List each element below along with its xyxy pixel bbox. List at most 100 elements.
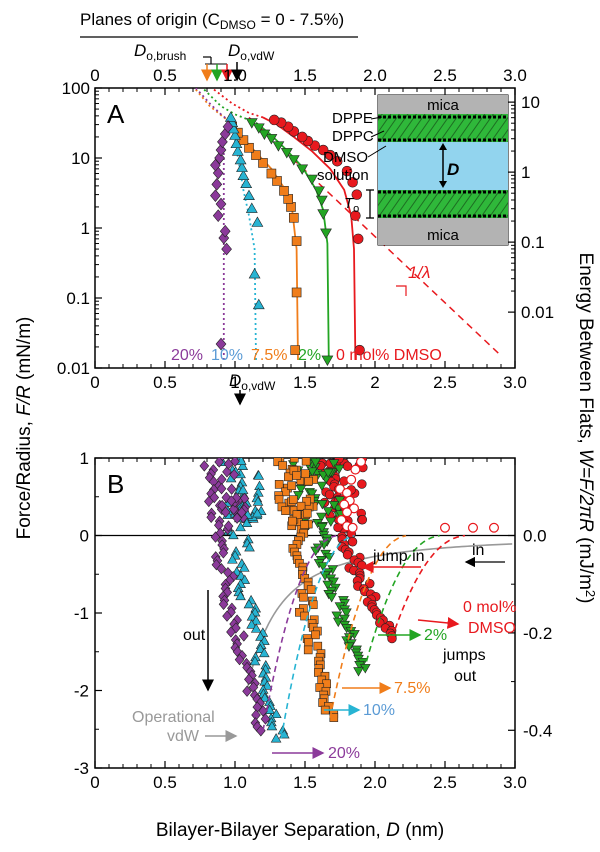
a-data-point [215, 197, 227, 211]
a-data-point [245, 118, 258, 129]
operational-label-b: vdW [167, 728, 200, 745]
b-x-tick-label: 2.5 [433, 773, 457, 792]
a-y-tick-label: 0.1 [66, 289, 90, 308]
b-data-point [341, 608, 352, 618]
b-data-point [324, 489, 335, 500]
a-data-point [290, 345, 301, 355]
a-series-3 [224, 111, 265, 361]
a-data-point [287, 155, 300, 166]
b-data-point [322, 468, 334, 479]
series-label-0: 0 mol% DMSO [336, 347, 442, 364]
a-data-point [347, 177, 358, 188]
b-data-point [342, 550, 353, 560]
b-data-point [216, 482, 227, 495]
a-x-tick-label: 0 [90, 373, 99, 392]
b-data-point [235, 590, 246, 601]
a-data-point [306, 174, 318, 186]
a-y-tick-label: 0.01 [57, 359, 90, 378]
svg-text:mica: mica [427, 97, 459, 114]
a-data-point [317, 144, 329, 156]
b-data-point [304, 476, 313, 486]
jumps-out-label-b: out [454, 668, 477, 685]
a-data-point [341, 165, 353, 177]
b-label-7-5: 7.5% [394, 680, 430, 697]
b-x-tick-label: 0.5 [153, 773, 177, 792]
b-data-point [307, 467, 318, 477]
b-label-0-b: DMSO [468, 620, 516, 637]
series-label-20: 20% [171, 347, 203, 364]
a-top-tick-label: 1.5 [293, 66, 317, 85]
b-data-point [226, 483, 237, 495]
b-data-point [328, 459, 340, 469]
b-data-point [239, 574, 251, 584]
b-data-point [242, 685, 252, 697]
a-data-point [252, 298, 265, 310]
b-data-point [292, 471, 301, 480]
a-y-tick-label: 100 [62, 79, 90, 98]
a-y-right-tick-label: 0.1 [521, 233, 545, 252]
a-data-point [210, 189, 221, 202]
b-x-tick-label: 1.5 [293, 773, 317, 792]
decay-triangle [396, 285, 407, 296]
b-data-point [231, 492, 242, 504]
a-data-point [331, 155, 343, 167]
a-data-point [313, 186, 325, 197]
b-data-point [289, 458, 299, 463]
b-data-point [281, 506, 290, 515]
a-data-point [279, 185, 289, 196]
b-approach-point [342, 507, 353, 518]
a-x-tick-label: 3.0 [503, 373, 527, 392]
out-label: out [183, 627, 206, 644]
a-data-point [272, 176, 282, 186]
b-data-point [353, 667, 364, 677]
a-top-tick-label: 1.0 [223, 66, 247, 85]
dppe-label: DPPE [332, 110, 373, 127]
b-data-point [232, 512, 242, 524]
b-data-point [333, 464, 345, 475]
b-data-point [222, 466, 232, 478]
b-data-point [223, 520, 234, 532]
b-data-point [316, 512, 327, 523]
b-data-point [322, 507, 334, 517]
b-data-point [239, 630, 249, 642]
a-data-point [229, 129, 241, 140]
a-data-point [234, 153, 247, 165]
b-data-point [306, 585, 316, 594]
b-label-10: 10% [363, 702, 395, 719]
b-data-point [235, 521, 246, 532]
a-data-point [251, 216, 264, 227]
b-approach-point [468, 522, 479, 533]
b-data-point [249, 655, 261, 666]
series-label-7-5: 7.5% [251, 347, 287, 364]
b-data-point [270, 733, 282, 743]
b-data-point [261, 680, 273, 690]
b-data-point [244, 542, 255, 552]
a-x-tick-label: 1 [230, 373, 239, 392]
a-data-point [288, 212, 299, 223]
dmso-label: DMSO [323, 149, 368, 166]
b-approach-points [335, 458, 500, 533]
b-data-point [258, 647, 270, 658]
svg-text:Planes of origin (CDMSO = 0 -: Planes of origin (CDMSO = 0 - 7.5%) [80, 10, 344, 32]
b-data-point [217, 499, 227, 512]
b-data-point [306, 489, 318, 499]
a-data-point [265, 134, 278, 145]
b-data-point [308, 600, 318, 610]
a-data-point [283, 194, 294, 204]
b-data-point [243, 598, 255, 609]
b-data-point [246, 619, 257, 629]
b-data-point [223, 458, 234, 470]
b-data-point [331, 611, 343, 621]
b-data-point [287, 481, 296, 491]
a-top-tick-label: 3.0 [503, 66, 527, 85]
b-y-tick-label: -1 [74, 604, 89, 623]
b-data-point [326, 593, 337, 603]
a-x-tick-label: 2 [370, 373, 379, 392]
b-data-point [229, 469, 239, 481]
a-data-point [230, 137, 243, 149]
a-data-point [320, 228, 332, 239]
brush-origin-label: Do,brush [134, 41, 186, 63]
a-data-point [315, 195, 328, 207]
a-data-point [296, 131, 308, 143]
b-data-point [325, 517, 337, 527]
